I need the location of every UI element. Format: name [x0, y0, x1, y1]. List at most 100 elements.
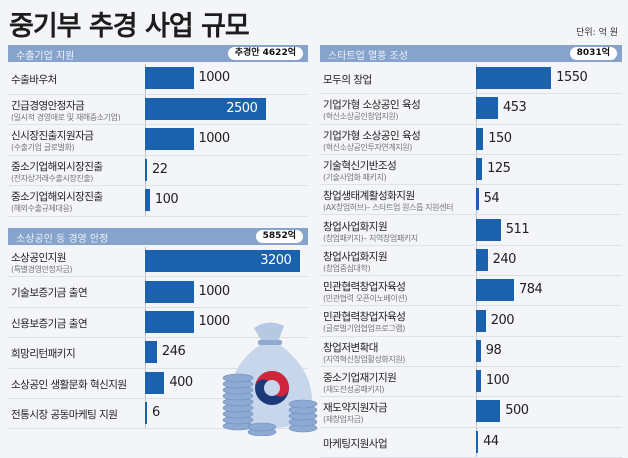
- taegeuk-emblem-icon: [255, 371, 289, 405]
- bar: [476, 309, 486, 332]
- value-label: 1550: [556, 70, 588, 86]
- panel-startup-boom: 스타트업 열풍 조성 8031억 모두의 창업 1550 기업가형 소상공인 육성 (혁신…: [320, 45, 622, 458]
- category-sublabel: (기술사업화 패키지): [323, 172, 387, 182]
- bar: [145, 402, 147, 425]
- bar: [476, 127, 484, 150]
- chart-row: 신시장진출지원자금 (수출기업 글로벌화) 1000: [8, 124, 308, 156]
- section-header: 수출기업 지원 추경안 4622억: [8, 45, 308, 62]
- chart-row: 창업사업화지원 (창업중심대학) 240: [320, 245, 622, 277]
- value-label: 1000: [198, 70, 231, 86]
- category-label: 민관협력창업자육성: [323, 311, 406, 324]
- bar: [476, 218, 501, 241]
- section-title: 수출기업 지원: [16, 51, 75, 62]
- chart-row: 소상공인 생활문화 혁신지원 400: [8, 368, 308, 399]
- category-label: 창업저변확대: [323, 341, 378, 354]
- category-sublabel: (지역혁신창업활성화지원): [323, 354, 406, 364]
- chart-row: 재도약지원자금 (재창업자금) 500: [320, 396, 622, 428]
- category-label: 민관협력창업자육성: [323, 281, 406, 294]
- category-label: 중소기업해외시장진출: [11, 160, 103, 173]
- category-sublabel: (혁신소상공인창업지원): [323, 112, 399, 122]
- category-label: 모두의 창업: [323, 74, 372, 86]
- value-label: 1000: [198, 313, 231, 329]
- category-label: 신시장진출지원자금: [11, 130, 94, 142]
- value-label: 511: [505, 221, 530, 237]
- section-header: 스타트업 열풍 조성 8031억: [320, 45, 622, 62]
- value-label: 200: [490, 312, 515, 328]
- axis-line: [145, 247, 146, 430]
- bar: [476, 370, 481, 393]
- chart-row: 민관협력창업자육성 (글로벌기업협업프로그램) 200: [320, 305, 622, 337]
- value-label: 400: [169, 374, 193, 390]
- bar: [476, 400, 501, 423]
- value-label: 100: [485, 373, 510, 389]
- bar: [145, 158, 147, 181]
- value-label: 125: [487, 161, 511, 177]
- chart-row: 기술혁신기반조성 (기술사업화 패키지) 125: [320, 154, 622, 186]
- category-label: 중소기업재기지원: [323, 372, 397, 384]
- chart-row: 소상공인지원 (특별경영안정자금) 3200: [8, 246, 308, 278]
- value-label: 98: [485, 342, 502, 358]
- unit-label: 단위: 억 원: [576, 28, 618, 38]
- category-label: 기술혁신기반조성: [323, 159, 397, 172]
- chart-row: 창업사업화지원 (창업패키지)– 지역창업패키지 511: [320, 215, 622, 246]
- category-label: 중소기업해외시장진출: [11, 191, 103, 203]
- chart-row: 수출바우처 1000: [8, 63, 308, 95]
- category-label: 창업사업화지원: [323, 220, 388, 233]
- chart-row: 창업저변확대 (지역혁신창업활성화지원) 98: [320, 336, 622, 367]
- panel-export-support: 수출기업 지원 추경안 4622억 수출바우처 1000 긴급경영안정자금 (일시적 경영…: [8, 45, 308, 217]
- section-total-badge: 5852억: [255, 230, 303, 243]
- category-label: 기업가형 소상공인 육성: [323, 99, 421, 112]
- category-sublabel: (창업패키지)– 지역창업패키지: [323, 233, 418, 243]
- chart-row: 중소기업해외시장진출 (해외수출규제대응) 100: [8, 185, 308, 217]
- bar: [476, 188, 479, 211]
- value-label: 1000: [198, 131, 231, 147]
- bar: [476, 158, 483, 181]
- chart-row: 기업가형 소상공인 육성 (혁신소상공인투자연계지원) 150: [320, 124, 622, 155]
- section-header: 소상공인 등 경영 안정 5852억: [8, 228, 308, 245]
- bar: [145, 280, 194, 303]
- bar: [145, 128, 194, 151]
- category-label: 기업가형 소상공인 육성: [323, 129, 421, 142]
- category-sublabel: (민관협력 오픈이노베이션): [323, 294, 408, 304]
- bar: [476, 430, 479, 453]
- bar: [476, 339, 481, 362]
- bar: [145, 97, 267, 120]
- value-label: 240: [492, 251, 517, 267]
- bar: [145, 67, 194, 90]
- chart-row: 전통시장 공동마케팅 지원 6: [8, 398, 308, 430]
- value-label: 150: [488, 130, 512, 146]
- bar: [476, 248, 488, 271]
- chart-row: 마케팅지원사업 44: [320, 427, 622, 458]
- chart-row: 신용보증기금 출연 1000: [8, 307, 308, 339]
- category-sublabel: (특별경영안정자금): [11, 265, 73, 274]
- category-label: 긴급경영안정자금: [11, 99, 85, 112]
- bar: [145, 250, 301, 273]
- category-label: 희망리턴패키지: [11, 348, 76, 361]
- section-total-badge: 추경안 4622억: [227, 47, 303, 60]
- bar: [145, 310, 194, 333]
- value-label: 44: [483, 433, 499, 449]
- value-label: 6: [152, 405, 160, 421]
- category-label: 창업사업화지원: [323, 250, 388, 263]
- category-label: 소상공인 생활문화 혁신지원: [11, 378, 127, 391]
- bar: [476, 279, 515, 302]
- section-title: 소상공인 등 경영 안정: [16, 234, 109, 245]
- value-label: 3200: [260, 253, 292, 269]
- category-label: 기술보증기금 출연: [11, 287, 88, 300]
- value-label: 100: [154, 192, 179, 208]
- category-sublabel: (혁신소상공인투자연계지원): [323, 142, 412, 152]
- chart-row: 창업생태계활성화지원 (AX창업허브)– 스타트업 원스톱 지원센터 54: [320, 184, 622, 216]
- category-sublabel: (전자상거래수출시장진출): [11, 173, 94, 183]
- category-label: 전통시장 공동마케팅 지원: [11, 409, 118, 421]
- chart-row: 희망리턴패키지 246: [8, 337, 308, 369]
- category-label: 수출바우처: [11, 74, 57, 86]
- bar: [145, 189, 150, 212]
- category-sublabel: (창업중심대학): [323, 263, 371, 273]
- category-label: 재도약지원자금: [323, 402, 388, 415]
- bar: [476, 67, 552, 90]
- chart-row: 민관협력창업자육성 (민관협력 오픈이노베이션) 784: [320, 275, 622, 307]
- category-label: 신용보증기금 출연: [11, 317, 88, 330]
- category-sublabel: (재창업자금): [323, 415, 364, 425]
- value-label: 453: [502, 100, 527, 116]
- category-sublabel: (해외수출규제대응): [11, 204, 73, 213]
